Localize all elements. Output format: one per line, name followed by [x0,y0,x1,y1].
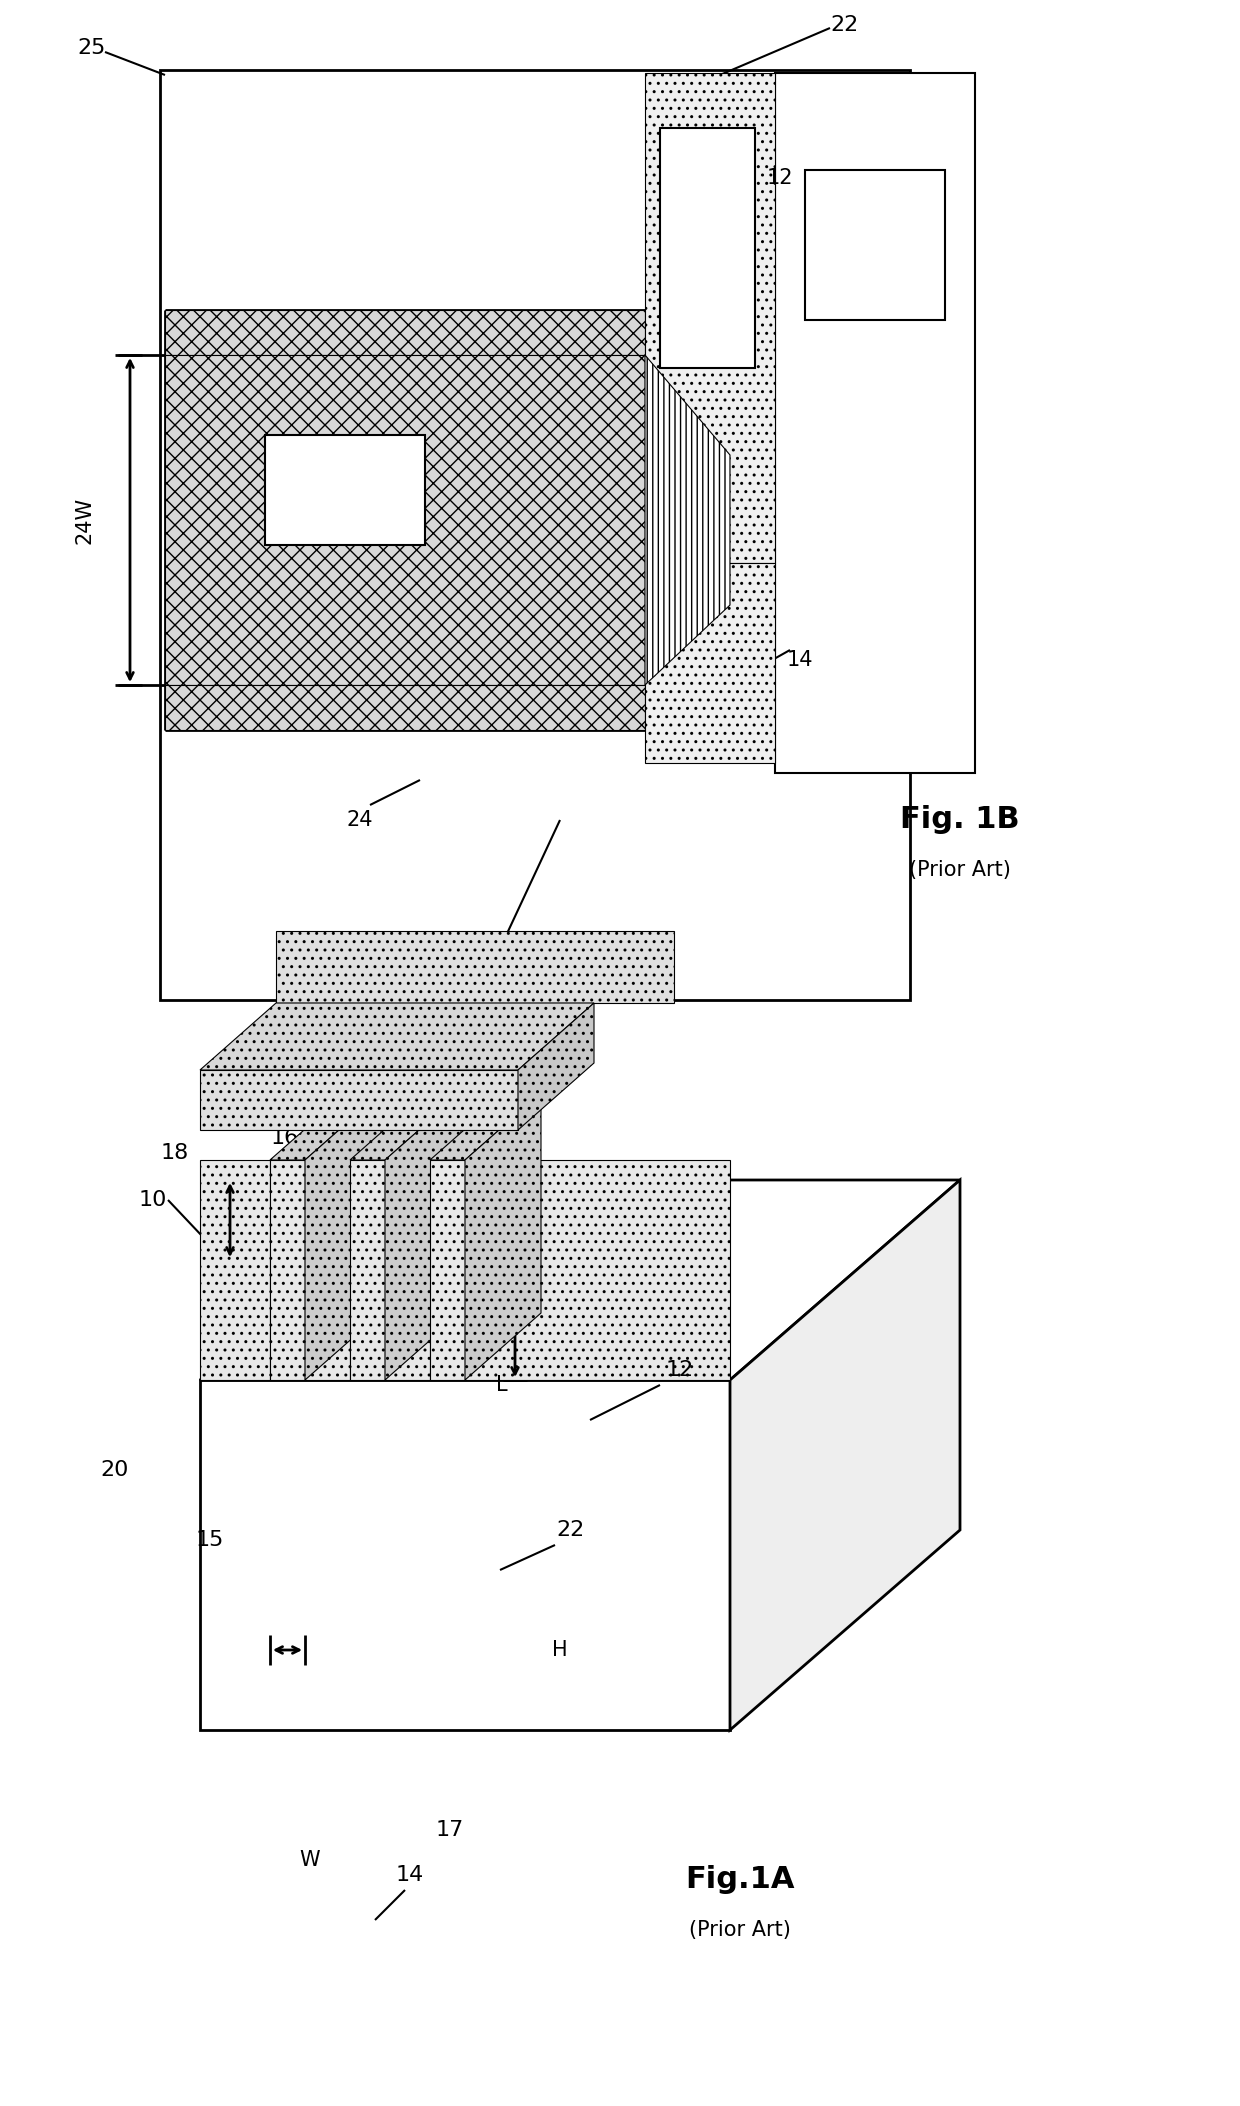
Bar [805,171,945,320]
Polygon shape [200,1002,594,1070]
Polygon shape [518,1002,594,1131]
Text: 14: 14 [786,651,813,670]
Text: 14R: 14R [692,242,733,261]
Text: W: W [300,1849,320,1870]
Text: 12: 12 [766,168,794,187]
Text: L: L [496,1375,508,1394]
Polygon shape [384,1160,430,1379]
Text: 22: 22 [831,15,859,36]
Polygon shape [200,1379,730,1729]
Polygon shape [305,1160,350,1379]
Text: 22: 22 [556,1521,584,1539]
Polygon shape [350,1160,384,1379]
Text: 17: 17 [657,211,683,230]
Polygon shape [305,1093,381,1379]
Text: Fig. 1B: Fig. 1B [900,804,1019,834]
Bar [160,69,910,1000]
Polygon shape [277,931,673,1002]
Text: 20: 20 [100,1459,129,1481]
Text: 24: 24 [347,811,373,830]
Polygon shape [384,1093,461,1379]
Text: 26: 26 [277,520,304,539]
Text: 15: 15 [196,1529,224,1550]
Text: 18: 18 [161,1144,190,1163]
Text: 17: 17 [436,1820,464,1841]
Text: H: H [552,1641,568,1660]
Polygon shape [200,1179,960,1379]
Polygon shape [200,1160,270,1379]
Text: 16: 16 [270,1129,299,1148]
Polygon shape [645,356,730,684]
Polygon shape [465,1093,541,1379]
Text: 17R: 17R [455,975,496,994]
Polygon shape [270,1093,381,1160]
Polygon shape [430,1160,465,1379]
Text: 24W: 24W [74,497,95,543]
Polygon shape [200,1070,518,1131]
Polygon shape [730,1179,960,1729]
Bar [645,74,775,562]
Polygon shape [270,1160,305,1379]
Bar [165,356,645,684]
Bar [645,562,775,762]
Polygon shape [465,1160,730,1379]
Bar [775,74,975,773]
Text: Fig.1A: Fig.1A [686,1866,795,1895]
Text: 14: 14 [396,1866,424,1885]
Bar [660,128,755,369]
Bar [265,436,425,545]
Text: (Prior Art): (Prior Art) [909,859,1011,880]
Bar [165,684,645,731]
Text: (Prior Art): (Prior Art) [689,1921,791,1940]
Text: 10: 10 [139,1190,167,1211]
Polygon shape [430,1093,541,1160]
Bar [165,310,645,356]
Text: 25: 25 [78,38,107,59]
Polygon shape [350,1093,461,1160]
Text: 12: 12 [666,1360,694,1379]
